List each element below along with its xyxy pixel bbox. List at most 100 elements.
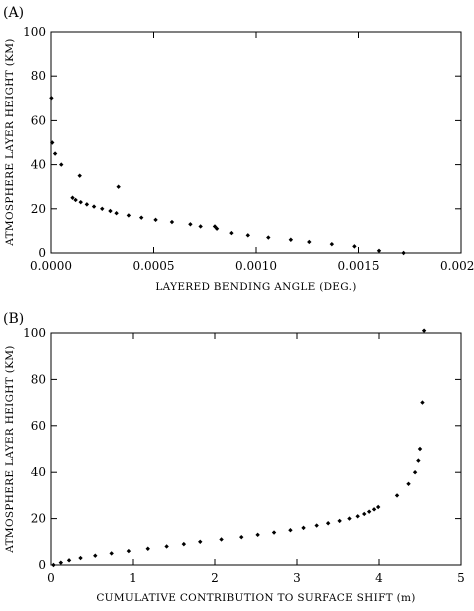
panel-a-x-tick-label: 0.0015 xyxy=(338,259,380,273)
panel-a-points xyxy=(49,96,406,256)
panel-b: (B) 0 1 2 3 4 5 0 20 40 60 80 100 CUMULATIVE CONTRI… xyxy=(3,311,465,604)
panel-a-data-point xyxy=(126,213,132,218)
panel-a-data-point xyxy=(229,230,234,236)
panel-b-tick-labels: 0 1 2 3 4 5 0 20 40 60 80 100 xyxy=(23,326,465,585)
panel-b-data-point xyxy=(301,525,306,531)
panel-a-x-tick-label: 0.0005 xyxy=(133,259,175,273)
panel-a-data-point xyxy=(352,244,357,249)
panel-a-data-point xyxy=(169,219,175,225)
panel-b-data-point xyxy=(93,553,98,558)
panel-b-data-point xyxy=(371,507,377,512)
panel-a-data-point xyxy=(114,211,119,216)
panel-a-data-point xyxy=(116,184,121,189)
panel-b-points xyxy=(51,328,427,568)
panel-a-data-point xyxy=(214,226,220,231)
panel-b-frame xyxy=(50,332,462,566)
panel-a-y-tick-label: 60 xyxy=(31,113,46,127)
panel-a-y-tick-label: 40 xyxy=(31,158,46,172)
panel-b-data-point xyxy=(78,555,83,561)
panel-b-x-tick-label: 2 xyxy=(211,571,219,585)
panel-b-data-point xyxy=(164,544,169,549)
panel-b-data-point xyxy=(288,528,293,533)
panel-b-data-point xyxy=(421,328,427,333)
panel-b-data-point xyxy=(417,446,423,452)
panel-a-x-axis-title: LAYERED BENDING ANGLE (DEG.) xyxy=(155,281,356,293)
panel-b-y-tick-label: 40 xyxy=(31,465,46,479)
panel-a-data-point xyxy=(198,224,203,229)
panel-b-data-point xyxy=(362,511,367,517)
panel-b-data-point xyxy=(109,551,114,556)
panel-b-data-point xyxy=(198,539,203,544)
panel-b-data-point xyxy=(126,548,132,554)
panel-a-data-point xyxy=(50,140,55,145)
panel-a-y-tick-label: 20 xyxy=(31,202,46,216)
panel-b-data-point xyxy=(355,514,360,519)
panel-b-y-axis-title: ATMOSPHERE LAYER HEIGHT (KM) xyxy=(4,345,16,553)
panel-a-data-point xyxy=(108,208,113,214)
panel-a-data-point xyxy=(188,222,193,227)
panel-a-data-point xyxy=(139,215,144,220)
panel-a-y-tick-label: 100 xyxy=(23,25,46,39)
panel-b-y-tick-label: 80 xyxy=(31,372,46,386)
panel-a-data-point xyxy=(153,217,158,223)
panel-b-data-point xyxy=(145,546,150,551)
panel-b-data-point xyxy=(58,560,64,565)
panel-a-label: (A) xyxy=(3,5,24,21)
panel-a-data-point xyxy=(91,204,97,209)
panel-a-data-point xyxy=(100,206,105,211)
panel-a-data-point xyxy=(376,248,382,253)
panel-a-data-point xyxy=(245,233,250,238)
panel-a-data-point xyxy=(78,199,83,205)
panel-b-data-point xyxy=(337,518,342,524)
panel-b-ticks xyxy=(50,332,462,566)
panel-a-y-tick-label: 0 xyxy=(38,246,46,260)
panel-a-y-axis-title: ATMOSPHERE LAYER HEIGHT (KM) xyxy=(4,38,16,246)
panel-a-data-point xyxy=(266,235,271,240)
panel-b-y-tick-label: 20 xyxy=(31,512,46,526)
panel-b-data-point xyxy=(181,541,187,547)
panel-b-x-axis-title: CUMULATIVE CONTRIBUTION TO SURFACE SHIFT… xyxy=(96,592,415,604)
panel-a-frame xyxy=(50,31,462,254)
panel-b-data-point xyxy=(314,523,319,528)
panel-b-data-point xyxy=(406,481,411,486)
panel-a-y-tick-label: 80 xyxy=(31,69,46,83)
panel-b-data-point xyxy=(412,470,418,475)
panel-b-data-point xyxy=(366,509,372,514)
panel-a-data-point xyxy=(77,173,82,178)
panel-b-data-point xyxy=(416,458,421,463)
panel-a-data-point xyxy=(307,239,312,245)
panel-a-data-point xyxy=(73,197,78,203)
panel-a-data-point xyxy=(49,96,54,101)
panel-a-x-tick-label: 0.0000 xyxy=(30,259,72,273)
panel-b-x-tick-label: 1 xyxy=(129,571,137,585)
panel-b-data-point xyxy=(255,532,260,538)
panel-b-data-point xyxy=(375,504,381,510)
panel-a-data-point xyxy=(84,202,90,207)
panel-b-y-tick-label: 60 xyxy=(31,419,46,433)
panel-b-data-point xyxy=(325,521,331,526)
panel-a-x-tick-label: 0.0010 xyxy=(235,259,277,273)
panel-b-data-point xyxy=(347,516,352,521)
panel-a-ticks xyxy=(50,31,462,254)
panel-a-data-point xyxy=(401,250,406,256)
panel-a-data-point xyxy=(59,162,64,167)
panel-b-data-point xyxy=(239,534,244,540)
panel-b-data-point xyxy=(420,400,425,405)
panel-b-data-point xyxy=(66,558,72,563)
panel-a-data-point xyxy=(70,195,75,200)
panel-b-x-tick-label: 0 xyxy=(47,571,55,585)
panel-b-y-tick-label: 0 xyxy=(38,558,46,572)
panel-b-y-tick-label: 100 xyxy=(23,326,46,340)
panel-a-data-point xyxy=(288,237,294,242)
panel-b-data-point xyxy=(219,537,224,542)
panel-b-data-point xyxy=(51,562,56,568)
panel-b-data-point xyxy=(394,493,400,498)
panel-b-label: (B) xyxy=(3,311,24,327)
panel-a-data-point xyxy=(52,151,58,156)
panel-a-data-point xyxy=(329,241,335,247)
